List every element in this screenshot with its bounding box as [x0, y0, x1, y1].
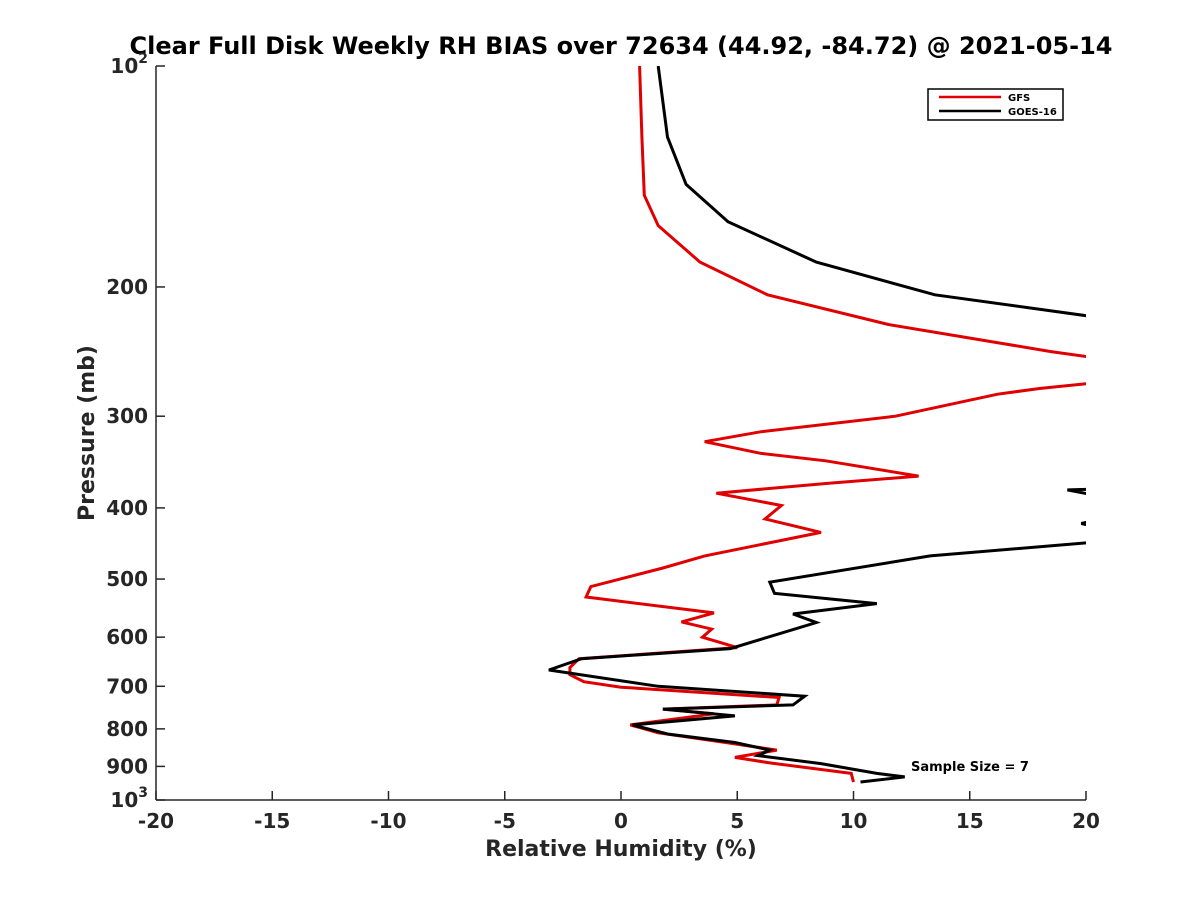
- y-tick-label: 500: [106, 567, 148, 591]
- legend-label-goes-16: GOES-16: [1008, 107, 1057, 118]
- x-tick-label: -10: [370, 809, 406, 833]
- x-tick-label: 20: [1072, 809, 1100, 833]
- chart-title: Clear Full Disk Weekly RH BIAS over 7263…: [130, 32, 1113, 60]
- x-tick-label: -5: [494, 809, 516, 833]
- sample-size-annotation: Sample Size = 7: [911, 760, 1029, 775]
- series-line-gfs: [568, 66, 1086, 783]
- legend-label-gfs: GFS: [1008, 93, 1030, 104]
- y-tick-label: 300: [106, 404, 148, 428]
- x-tick-label: 0: [614, 809, 628, 833]
- y-tick-label: 400: [106, 496, 148, 520]
- x-tick-label: 5: [730, 809, 744, 833]
- axes: -20 -15 -10 -5 0 5 10 15 20 102 200 300 400 500 600 700…: [106, 51, 1100, 833]
- y-tick-label: 800: [106, 717, 148, 741]
- legend-box: [927, 88, 1064, 121]
- x-tick-label: 10: [840, 809, 868, 833]
- y-tick-label: 200: [106, 275, 148, 299]
- series-layer: [548, 66, 1086, 784]
- y-tick-label: 103: [110, 785, 148, 812]
- series-line-goes-16: [548, 66, 1086, 784]
- x-tick-label: -15: [254, 809, 290, 833]
- legend: GFS GOES-16: [927, 88, 1064, 121]
- y-tick-label: 900: [106, 754, 148, 778]
- x-tick-label: 15: [956, 809, 984, 833]
- x-tick-label: -20: [138, 809, 174, 833]
- y-tick-label: 700: [106, 674, 148, 698]
- x-axis-label: Relative Humidity (%): [485, 837, 757, 862]
- y-tick-label: 102: [110, 51, 148, 78]
- y-tick-label: 600: [106, 625, 148, 649]
- y-axis-label: Pressure (mb): [75, 345, 100, 521]
